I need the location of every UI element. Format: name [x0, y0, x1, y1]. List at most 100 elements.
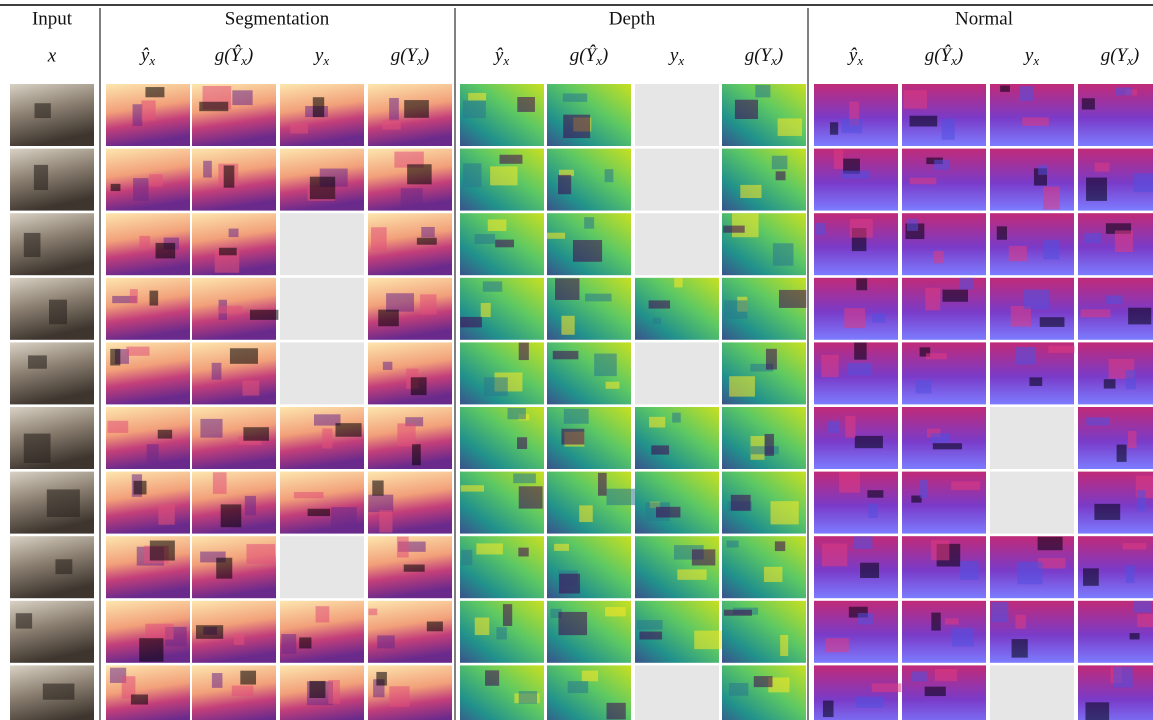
image-region — [772, 156, 788, 170]
image — [902, 342, 986, 404]
image-region — [823, 701, 834, 718]
image-region — [563, 115, 590, 138]
input-image — [10, 84, 94, 146]
image-region — [839, 472, 860, 493]
header-sub: x — [148, 53, 155, 68]
image-region — [382, 119, 400, 129]
image-region — [460, 317, 482, 327]
missing-image — [990, 472, 1074, 534]
image-region — [854, 536, 873, 549]
image-region — [147, 444, 159, 464]
image-region — [729, 376, 755, 396]
image-region — [376, 672, 387, 686]
image-region — [1130, 633, 1140, 639]
image-region — [245, 496, 256, 516]
image-region — [156, 243, 176, 258]
image-region — [1043, 187, 1059, 210]
image-region — [1048, 346, 1074, 353]
image-region — [503, 604, 512, 626]
image-region — [397, 423, 415, 446]
image-region — [224, 165, 235, 187]
image-region — [1094, 504, 1120, 520]
group-title: Depth — [609, 8, 656, 29]
image-region — [910, 116, 938, 127]
image-region — [729, 683, 748, 696]
image-region — [150, 541, 175, 561]
image-region — [907, 219, 918, 231]
image-region — [727, 541, 739, 548]
image-region — [517, 97, 535, 112]
image-region — [212, 363, 222, 380]
image-region — [1106, 295, 1122, 304]
input-symbol: x — [47, 45, 57, 66]
image-region — [126, 347, 149, 356]
image-region — [1082, 98, 1095, 109]
input-image — [10, 601, 94, 663]
image-grid — [10, 84, 1153, 720]
input-detail — [49, 300, 67, 325]
image-region — [290, 123, 308, 133]
header-main: g(Ŷ — [215, 44, 244, 66]
image-region — [724, 300, 748, 318]
image-region — [308, 509, 330, 516]
image-region — [942, 119, 955, 140]
image-region — [1038, 537, 1063, 550]
image-region — [389, 98, 399, 121]
image-region — [427, 622, 443, 632]
missing-image — [280, 213, 364, 275]
header-main: ŷ — [847, 45, 858, 66]
image-region — [250, 310, 278, 320]
image-region — [219, 248, 237, 256]
image-region — [335, 423, 361, 437]
image-region — [131, 694, 148, 704]
image-region — [371, 227, 387, 251]
image-region — [386, 293, 414, 311]
image-region — [134, 481, 147, 495]
image-region — [856, 697, 883, 708]
image-region — [232, 90, 252, 105]
image-region — [555, 278, 579, 300]
image-region — [561, 316, 574, 335]
image-region — [952, 628, 974, 646]
image-region — [692, 549, 715, 565]
input-detail — [16, 613, 32, 628]
missing-image — [635, 84, 719, 146]
header-main: g(Y — [391, 45, 420, 66]
image-region — [411, 377, 427, 395]
image — [106, 536, 190, 598]
image-region — [368, 495, 393, 512]
image-region — [1115, 87, 1132, 95]
image-region — [404, 100, 429, 118]
image-region — [925, 687, 946, 696]
image-region — [294, 492, 324, 498]
image-region — [815, 223, 826, 235]
image-region — [110, 349, 120, 366]
image — [814, 149, 898, 211]
image-region — [496, 627, 506, 639]
column-header: yx — [668, 45, 684, 68]
image-region — [934, 160, 950, 170]
image-region — [558, 175, 571, 194]
image-region — [903, 90, 927, 109]
image-region — [1123, 543, 1147, 549]
image-region — [997, 226, 1007, 239]
image-region — [606, 489, 635, 505]
image-region — [723, 226, 745, 233]
image-region — [1083, 568, 1099, 585]
image-region — [735, 100, 758, 119]
image-region — [991, 602, 1008, 622]
image-region — [554, 544, 569, 551]
image-region — [412, 444, 421, 465]
image-region — [553, 351, 579, 359]
image-region — [111, 184, 121, 191]
image-region — [310, 177, 335, 199]
image-region — [221, 504, 242, 527]
group-title: Normal — [955, 8, 1013, 29]
header-sub: x — [502, 53, 509, 68]
image-region — [582, 671, 598, 682]
image-region — [732, 213, 759, 237]
header-main: y — [313, 45, 324, 66]
image-region — [573, 240, 602, 262]
missing-image — [635, 665, 719, 720]
image-region — [322, 428, 332, 448]
